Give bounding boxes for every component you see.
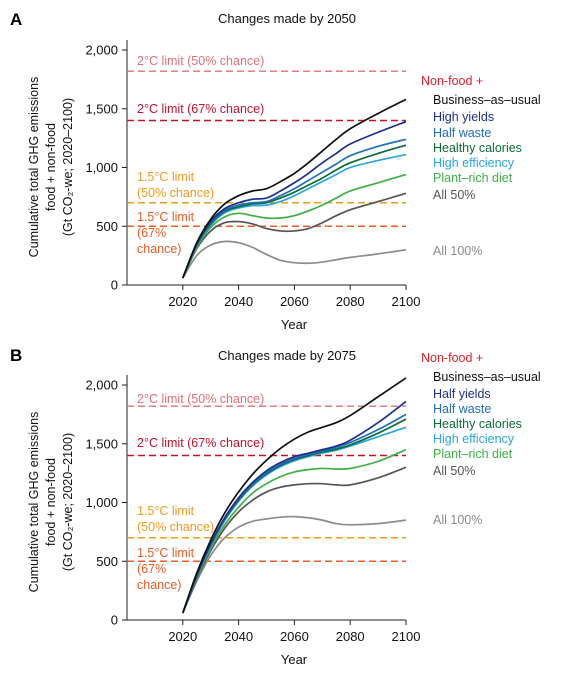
legend-header: Non-food + xyxy=(421,74,483,88)
x-tick-label: 2060 xyxy=(280,629,309,644)
y-axis-title: Cumulative total GHG emissions food + no… xyxy=(27,412,75,593)
series-line xyxy=(181,377,407,614)
y-tick-label: 0 xyxy=(111,278,118,293)
legend-entry: Business–as–usual xyxy=(433,370,541,384)
series-line xyxy=(182,515,407,614)
y-axis-title-line: (Gt CO₂-we; 2020–2100) xyxy=(61,433,75,571)
limit-lines: 2°C limit (50% chance) 2°C limit (67% cha… xyxy=(127,54,406,256)
panel-b: B Changes made by 2075 Cumulative total … xyxy=(10,346,541,667)
legend: Non-food + Business–as–usual High yields Ha… xyxy=(421,74,541,258)
x-tick-label: 2100 xyxy=(392,294,421,309)
series-line xyxy=(182,98,407,279)
legend: Non-food + Business–as–usual Half yieldsHa… xyxy=(421,351,541,527)
limit-label: chance) xyxy=(137,578,181,592)
x-tick-label: 2020 xyxy=(168,294,197,309)
legend-entry: Plant–rich diet xyxy=(433,447,513,461)
limit-label: 1.5°C limit xyxy=(137,170,195,184)
y-ticks: 0 500 1,000 1,500 2,000 xyxy=(85,43,127,293)
series-line xyxy=(182,173,407,279)
series-line xyxy=(182,120,407,279)
x-axis-title: Year xyxy=(281,317,308,332)
x-tick-label: 2100 xyxy=(392,629,421,644)
panel-letter: B xyxy=(10,346,22,365)
x-ticks: 2020 2040 2060 2080 2100 xyxy=(168,285,420,309)
panel-letter: A xyxy=(10,10,22,29)
legend-entry: Half yields xyxy=(433,387,491,401)
legend-entry: Half waste xyxy=(433,402,491,416)
y-axis-title-line: Cumulative total GHG emissions xyxy=(27,412,41,593)
legend-entry: High yields xyxy=(433,110,494,124)
legend-header: Non-food + xyxy=(421,351,483,365)
y-tick-label: 1,000 xyxy=(85,160,118,175)
limit-label: 2°C limit (67% chance) xyxy=(137,436,264,450)
y-tick-label: 2,000 xyxy=(85,378,118,393)
legend-entry: All 50% xyxy=(433,464,475,478)
y-axis-title-line: food + non-food xyxy=(44,458,58,546)
limit-lines: 2°C limit (50% chance) 2°C limit (67% cha… xyxy=(127,392,406,592)
legend-entry: All 50% xyxy=(433,188,475,202)
limit-label: (50% chance) xyxy=(137,186,214,200)
legend-entry: Half waste xyxy=(433,126,491,140)
legend-entry: All 100% xyxy=(433,513,482,527)
chart-title: Changes made by 2050 xyxy=(218,11,356,26)
y-tick-label: 2,000 xyxy=(85,43,118,58)
legend-entry: Plant–rich diet xyxy=(433,171,513,185)
limit-label: 2°C limit (50% chance) xyxy=(137,392,264,406)
x-axis-title: Year xyxy=(281,652,308,667)
limit-label: 2°C limit (67% chance) xyxy=(137,102,264,116)
limit-label: (67% xyxy=(137,562,166,576)
y-ticks: 0 500 1,000 1,500 2,000 xyxy=(85,378,127,628)
series-line xyxy=(182,400,407,614)
limit-label: (67% xyxy=(137,226,166,240)
series-line xyxy=(182,240,407,279)
y-axis-title-line: food + non-food xyxy=(44,123,58,211)
limit-label: (50% chance) xyxy=(137,520,214,534)
legend-entry: High efficiency xyxy=(433,432,515,446)
x-tick-label: 2080 xyxy=(336,294,365,309)
series-line xyxy=(182,153,407,279)
y-axis-title-line: (Gt CO₂-we; 2020–2100) xyxy=(61,98,75,236)
x-tick-label: 2080 xyxy=(336,629,365,644)
panel-a: A Changes made by 2050 Cumulative total … xyxy=(10,10,541,332)
limit-label: 1.5°C limit xyxy=(137,504,195,518)
y-tick-label: 1,500 xyxy=(85,436,118,451)
y-tick-label: 1,000 xyxy=(85,495,118,510)
y-tick-label: 500 xyxy=(96,554,118,569)
legend-entry: Healthy calories xyxy=(433,141,522,155)
x-tick-label: 2040 xyxy=(224,629,253,644)
series-lines xyxy=(181,377,407,614)
y-axis-title-line: Cumulative total GHG emissions xyxy=(27,77,41,258)
chart-title: Changes made by 2075 xyxy=(218,348,356,363)
legend-entry: High efficiency xyxy=(433,156,515,170)
limit-label: 1.5°C limit xyxy=(137,210,195,224)
series-line xyxy=(182,192,407,279)
series-line xyxy=(182,138,407,279)
legend-entry: All 100% xyxy=(433,244,482,258)
y-tick-label: 1,500 xyxy=(85,101,118,116)
x-ticks: 2020 2040 2060 2080 2100 xyxy=(168,620,420,644)
legend-entry: Healthy calories xyxy=(433,417,522,431)
legend-entry: Business–as–usual xyxy=(433,93,541,107)
x-tick-label: 2060 xyxy=(280,294,309,309)
series-line xyxy=(182,466,407,614)
limit-label: 2°C limit (50% chance) xyxy=(137,54,264,68)
x-tick-label: 2020 xyxy=(168,629,197,644)
y-tick-label: 0 xyxy=(111,613,118,628)
series-line xyxy=(182,448,407,614)
limit-label: 1.5°C limit xyxy=(137,546,195,560)
y-tick-label: 500 xyxy=(96,219,118,234)
x-tick-label: 2040 xyxy=(224,294,253,309)
series-lines xyxy=(182,98,407,279)
limit-label: chance) xyxy=(137,242,181,256)
y-axis-title: Cumulative total GHG emissions food + no… xyxy=(27,77,75,258)
